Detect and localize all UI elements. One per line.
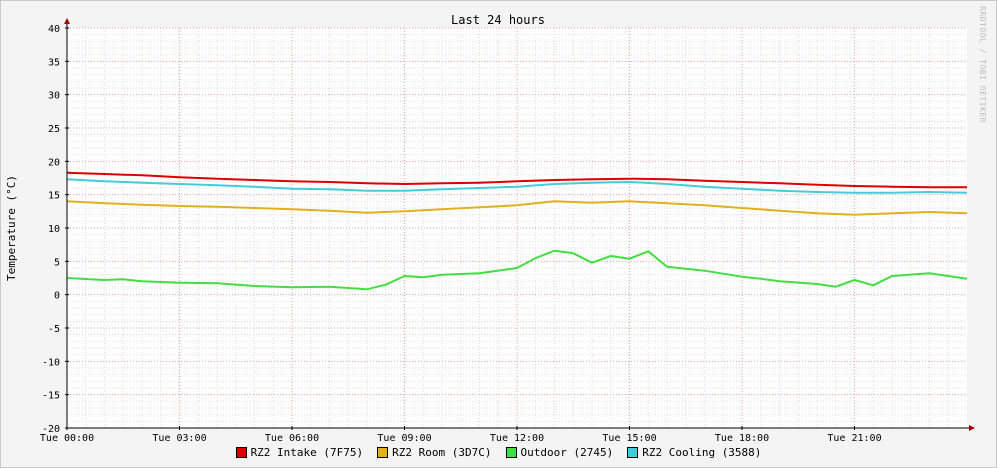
legend-label-outdoor: Outdoor (2745): [520, 446, 614, 459]
x-tick-label: Tue 00:00: [40, 433, 94, 444]
legend-item-outdoor: Outdoor (2745): [505, 446, 614, 459]
legend-item-room: RZ2 Room (3D7C): [377, 446, 492, 459]
y-tick-label: -10: [42, 357, 60, 368]
y-tick-label: -5: [48, 324, 60, 335]
y-tick-label: 0: [54, 291, 60, 302]
x-tick-label: Tue 12:00: [490, 433, 544, 444]
y-axis-arrow: [64, 18, 70, 24]
x-axis-arrow: [969, 425, 975, 431]
y-tick-label: 10: [48, 224, 60, 235]
legend-label-intake: RZ2 Intake (7F75): [250, 446, 364, 459]
x-tick-label: Tue 21:00: [827, 433, 881, 444]
legend-item-cooling: RZ2 Cooling (3588): [627, 446, 761, 459]
x-tick-label: Tue 09:00: [377, 433, 431, 444]
x-tick-label: Tue 15:00: [602, 433, 656, 444]
y-tick-label: 30: [48, 91, 60, 102]
y-tick-label: 35: [48, 57, 60, 68]
legend-item-intake: RZ2 Intake (7F75): [235, 446, 364, 459]
legend-swatch-intake: [235, 447, 247, 458]
series-line-1: [66, 200, 968, 216]
y-tick-label: 20: [48, 157, 60, 168]
legend: RZ2 Intake (7F75) RZ2 Room (3D7C) Outdoo…: [0, 446, 997, 459]
y-axis-label: Temperature (°C): [5, 175, 18, 281]
y-tick-label: -15: [42, 391, 60, 402]
y-tick-label: -20: [42, 424, 60, 435]
y-tick-label: 5: [54, 257, 60, 268]
x-tick-label: Tue 18:00: [715, 433, 769, 444]
legend-label-cooling: RZ2 Cooling (3588): [642, 446, 762, 459]
y-tick-label: 15: [48, 191, 60, 202]
legend-swatch-room: [377, 447, 389, 458]
y-tick-label: 25: [48, 124, 60, 135]
x-tick-label: Tue 03:00: [152, 433, 206, 444]
series-line-0: [66, 171, 967, 189]
legend-swatch-outdoor: [505, 447, 517, 458]
legend-swatch-cooling: [627, 447, 639, 458]
series-line-3: [66, 178, 968, 194]
watermark: RRDTOOL / TOBI OETIKER: [978, 6, 987, 123]
x-tick-label: Tue 06:00: [265, 433, 319, 444]
series-line-2: [66, 249, 968, 291]
legend-label-room: RZ2 Room (3D7C): [392, 446, 492, 459]
y-tick-label: 40: [48, 24, 60, 35]
chart-title: Last 24 hours: [451, 13, 545, 27]
